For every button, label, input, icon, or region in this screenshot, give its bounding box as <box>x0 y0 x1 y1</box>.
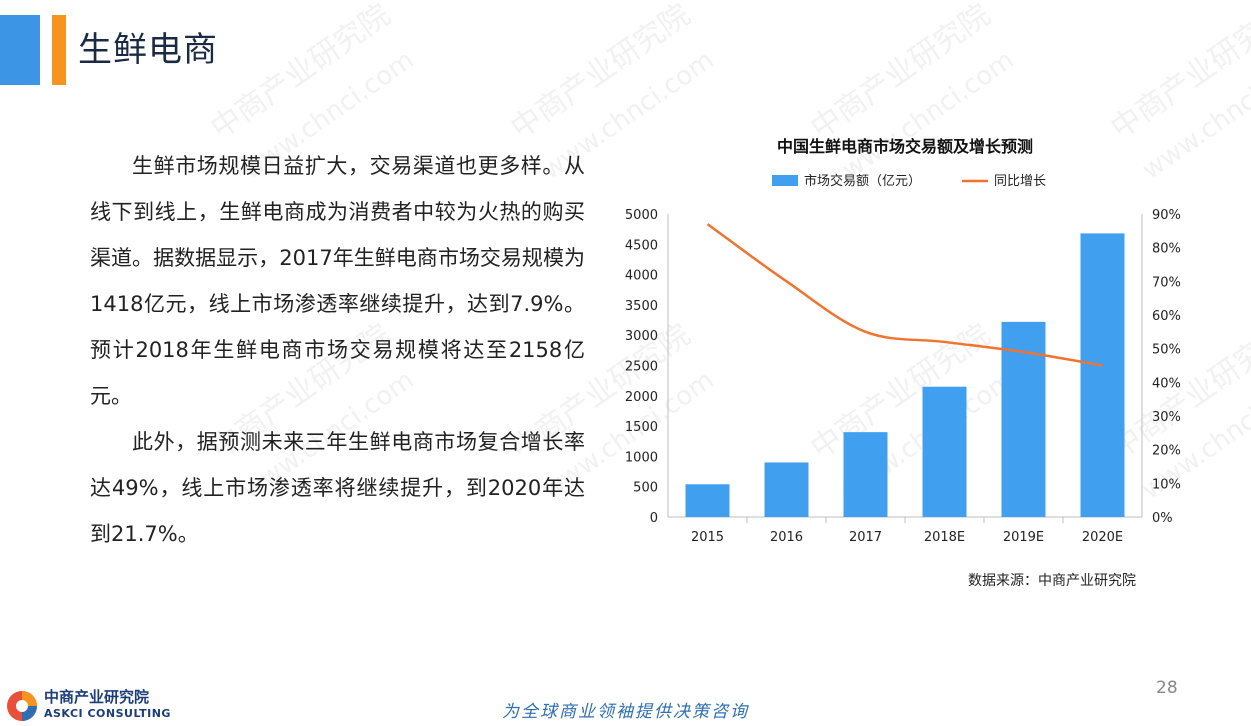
body-text: 生鲜市场规模日益扩大，交易渠道也更多样。从线下到线上，生鲜电商成为消费者中较为火… <box>90 143 585 557</box>
header-accent-orange <box>52 15 66 85</box>
logo-mark-icon <box>7 691 37 721</box>
x-tick-label: 2015 <box>691 530 724 545</box>
y-right-tick-label: 80% <box>1152 242 1181 257</box>
footer-slogan: 为全球商业领袖提供决策咨询 <box>502 702 749 722</box>
y-left-tick-label: 3000 <box>625 329 658 344</box>
y-left-tick-label: 1000 <box>625 450 658 465</box>
chart-title: 中国生鲜电商市场交易额及增长预测 <box>777 137 1033 156</box>
y-right-tick-label: 30% <box>1152 410 1181 425</box>
logo-text-cn: 中商产业研究院 <box>44 688 150 706</box>
y-right-tick-label: 60% <box>1152 309 1181 324</box>
x-tick-label: 2017 <box>849 530 882 545</box>
askci-logo: 中商产业研究院 ASKCI CONSULTING <box>4 686 174 726</box>
y-left-tick-label: 1500 <box>625 420 658 435</box>
data-source: 数据来源：中商产业研究院 <box>968 573 1136 589</box>
y-left-tick-label: 500 <box>633 481 658 496</box>
y-right-tick-label: 40% <box>1152 376 1181 391</box>
y-left-tick-label: 3500 <box>625 299 658 314</box>
x-tick-label: 2018E <box>924 530 965 545</box>
y-left-tick-label: 4000 <box>625 269 658 284</box>
x-tick-label: 2020E <box>1082 530 1123 545</box>
bar-2020E <box>1080 233 1125 517</box>
y-left-tick-label: 2500 <box>625 360 658 375</box>
page-number: 28 <box>1156 678 1178 698</box>
paragraph-1: 生鲜市场规模日益扩大，交易渠道也更多样。从线下到线上，生鲜电商成为消费者中较为火… <box>90 154 585 408</box>
legend-swatch-bars <box>772 175 798 186</box>
bar-2018E <box>922 386 967 517</box>
legend-label-bars: 市场交易额（亿元） <box>804 173 921 189</box>
y-left-tick-label: 4500 <box>625 238 658 253</box>
page-title: 生鲜电商 <box>78 30 218 70</box>
watermark-text: 中商产业研究院 <box>205 0 397 147</box>
legend-label-line: 同比增长 <box>994 174 1046 189</box>
header-accent-blue <box>0 15 40 85</box>
y-left-tick-label: 2000 <box>625 390 658 405</box>
y-left-tick-label: 5000 <box>625 208 658 223</box>
y-right-tick-label: 90% <box>1152 208 1181 223</box>
bar-2015 <box>685 484 730 517</box>
bar-2016 <box>764 462 809 517</box>
paragraph-2: 此外，据预测未来三年生鲜电商市场复合增长率达49%，线上市场渗透率将继续提升，到… <box>90 430 585 546</box>
x-tick-label: 2016 <box>770 530 803 545</box>
y-right-tick-label: 50% <box>1152 343 1181 358</box>
bar-2017 <box>843 432 888 517</box>
y-right-tick-label: 10% <box>1152 477 1181 492</box>
y-right-tick-label: 0% <box>1152 511 1173 526</box>
growth-line <box>706 223 1103 367</box>
y-right-tick-label: 70% <box>1152 275 1181 290</box>
y-right-tick-label: 20% <box>1152 444 1181 459</box>
x-tick-label: 2019E <box>1003 530 1044 545</box>
y-left-tick-label: 0 <box>650 511 658 526</box>
logo-text-en: ASKCI CONSULTING <box>44 707 171 720</box>
